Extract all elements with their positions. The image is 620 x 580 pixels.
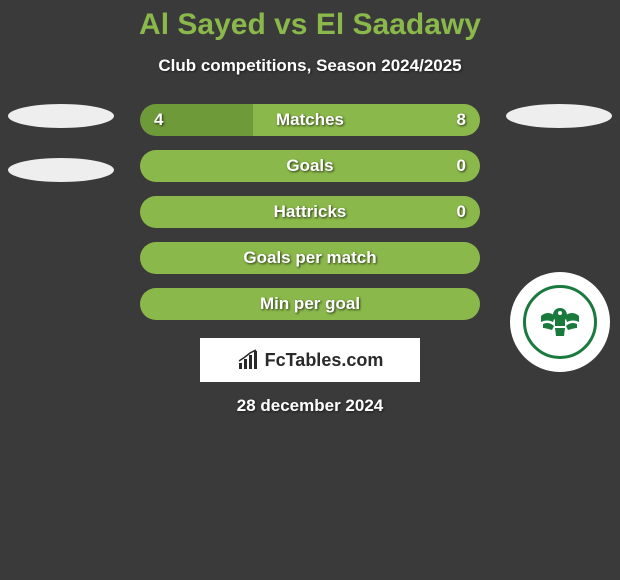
title-vs: vs <box>274 8 307 41</box>
stat-right-value: 0 <box>457 156 466 176</box>
player2-club-logo <box>510 272 610 372</box>
bar-chart-icon <box>237 349 259 371</box>
stat-row: 4 Matches 8 <box>0 104 620 136</box>
site-name: FcTables.com <box>265 350 384 371</box>
stat-row: Goals 0 <box>0 150 620 182</box>
stat-bar: 4 Matches 8 <box>140 104 480 136</box>
stat-bar: Goals per match <box>140 242 480 274</box>
stat-row: Hattricks 0 <box>0 196 620 228</box>
title: Al Sayed vs El Saadawy <box>0 8 620 42</box>
stat-left-value: 4 <box>154 110 163 130</box>
stat-bar: Hattricks 0 <box>140 196 480 228</box>
stat-label: Hattricks <box>274 202 347 222</box>
stat-rows: 4 Matches 8 Goals 0 Hattricks 0 <box>0 104 620 320</box>
comparison-widget: Al Sayed vs El Saadawy Club competitions… <box>0 0 620 416</box>
stat-row: Goals per match <box>0 242 620 274</box>
stat-right-value: 0 <box>457 202 466 222</box>
stat-label: Matches <box>276 110 344 130</box>
player1-name: Al Sayed <box>139 8 266 41</box>
stat-bar: Goals 0 <box>140 150 480 182</box>
stat-row: Min per goal <box>0 288 620 320</box>
site-badge[interactable]: FcTables.com <box>200 338 420 382</box>
stat-label: Min per goal <box>260 294 360 314</box>
stat-bar: Min per goal <box>140 288 480 320</box>
player2-name: El Saadawy <box>316 8 481 41</box>
stat-label: Goals <box>286 156 333 176</box>
stat-label: Goals per match <box>243 248 376 268</box>
stat-right-value: 8 <box>457 110 466 130</box>
subtitle: Club competitions, Season 2024/2025 <box>0 56 620 76</box>
date: 28 december 2024 <box>0 396 620 416</box>
